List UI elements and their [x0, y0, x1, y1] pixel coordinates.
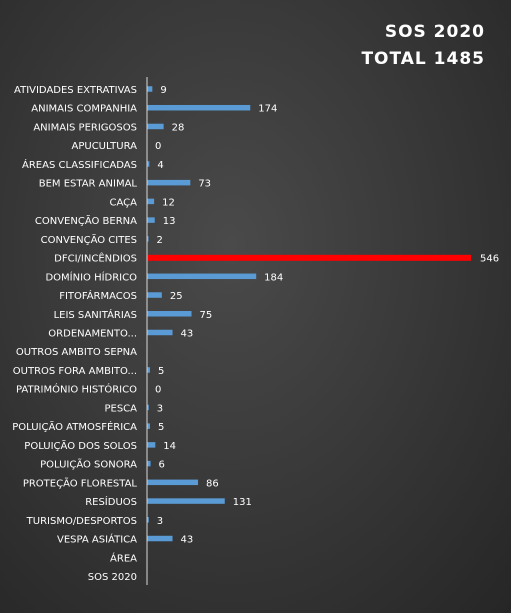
category-label: DFCI/INCÊNDIOS [54, 252, 137, 265]
category-label: OUTROS FORA AMBITO... [13, 366, 137, 377]
value-label: 4 [157, 160, 163, 171]
value-label: 43 [181, 535, 194, 546]
bar [147, 273, 257, 280]
bar [147, 254, 471, 261]
bar [147, 198, 155, 205]
category-label: PESCA [104, 403, 137, 414]
bar [147, 498, 225, 504]
category-label: SOS 2020 [88, 572, 137, 583]
value-label: 3 [157, 516, 163, 527]
bar [147, 460, 151, 467]
bar [147, 86, 153, 92]
value-label: 43 [181, 328, 194, 339]
bar [147, 217, 155, 223]
chart-title: SOS 2020 [384, 22, 485, 42]
value-label: 131 [233, 497, 252, 508]
category-label: CONVENÇÃO CITES [41, 233, 137, 246]
bar [147, 123, 164, 130]
value-label: 12 [162, 197, 175, 208]
category-label: ATIVIDADES EXTRATIVAS [14, 85, 137, 96]
value-label: 0 [155, 385, 161, 396]
bar [147, 329, 173, 336]
value-label: 28 [172, 122, 185, 133]
value-label: 75 [200, 310, 213, 321]
value-label: 5 [158, 366, 164, 377]
category-label: PROTEÇÃO FLORESTAL [23, 476, 138, 489]
value-label: 174 [258, 104, 277, 115]
value-label: 2 [157, 235, 163, 246]
value-label: 5 [158, 422, 164, 433]
category-label: ORDENAMENTO... [48, 328, 137, 339]
bar [147, 423, 150, 429]
category-label: APUCULTURA [72, 141, 138, 152]
value-label: 86 [206, 478, 219, 489]
bar [147, 104, 251, 111]
category-label: POLUIÇÃO SONORA [40, 458, 137, 471]
category-label: ANIMAIS COMPANHIA [31, 104, 137, 115]
bar [147, 367, 150, 373]
value-label: 13 [163, 216, 176, 227]
value-label: 184 [264, 272, 283, 283]
bar [147, 442, 156, 448]
value-label: 14 [163, 441, 176, 452]
category-label: ÁREA [110, 551, 137, 564]
bar [147, 236, 149, 242]
category-label: PATRIMÓNIO HISTÓRICO [16, 383, 137, 396]
category-label: RESÍDUOS [85, 495, 137, 508]
category-label: CONVENÇÃO BERNA [35, 214, 137, 227]
category-label: FITOFÁRMACOS [59, 289, 137, 302]
category-label: LEIS SANITÁRIAS [54, 308, 137, 321]
bar [147, 535, 173, 542]
value-label: 0 [155, 141, 161, 152]
category-label: POLUIÇÃO DOS SOLOS [24, 439, 137, 452]
category-label: VESPA ASIÁTICA [57, 533, 137, 546]
category-label: POLUIÇÃO ATMOSFÉRICA [12, 420, 137, 433]
value-label: 6 [159, 460, 165, 471]
category-label: ÁREAS CLASSIFICADAS [22, 158, 137, 171]
value-label: 9 [160, 85, 166, 96]
bar [147, 179, 191, 186]
category-label: OUTROS AMBITO SEPNA [16, 347, 137, 358]
bar [147, 161, 150, 167]
chart-subtitle: TOTAL 1485 [361, 49, 485, 69]
value-label: 73 [198, 179, 211, 190]
bar [147, 479, 199, 486]
category-label: CAÇA [110, 197, 138, 208]
value-label: 3 [157, 403, 163, 414]
bar [147, 404, 149, 411]
bar [147, 311, 192, 317]
category-label: BEM ESTAR ANIMAL [39, 179, 138, 190]
category-label: TURISMO/DESPORTOS [26, 516, 137, 527]
bar [147, 292, 162, 298]
category-label: DOMÍNIO HÍDRICO [45, 270, 137, 283]
category-label: ANIMAIS PERIGOSOS [33, 122, 137, 133]
value-label: 25 [170, 291, 183, 302]
value-label: 546 [480, 254, 499, 265]
bar [147, 517, 149, 523]
